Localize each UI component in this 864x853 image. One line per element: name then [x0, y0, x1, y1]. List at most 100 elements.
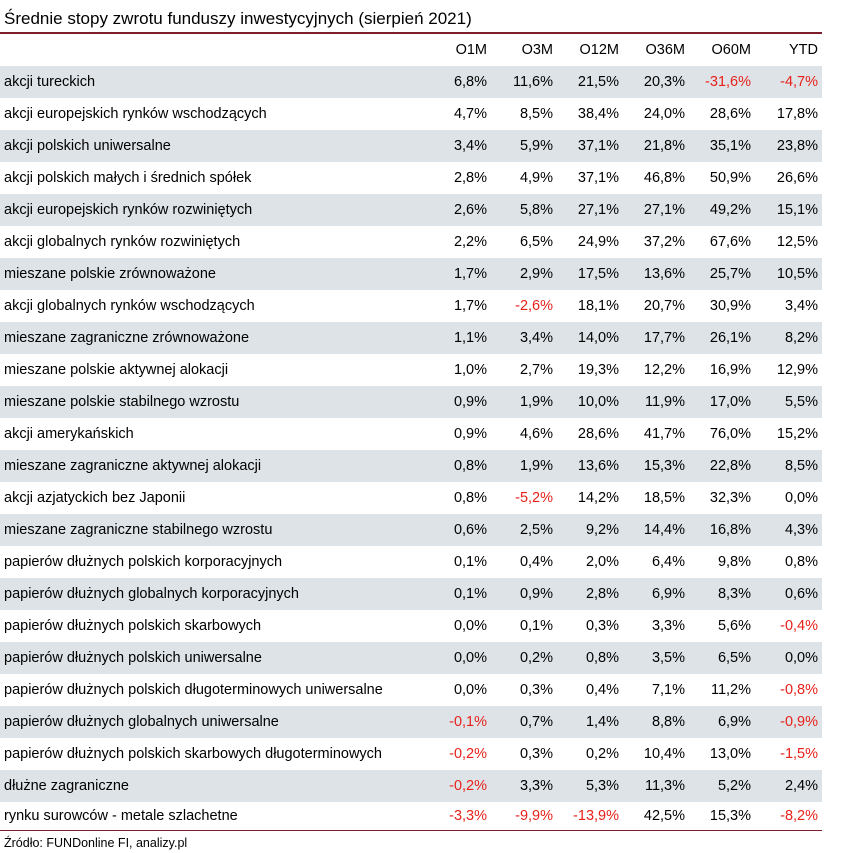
value-cell-o60m: 5,2%	[689, 770, 755, 802]
value-cell-o36m: 11,9%	[623, 386, 689, 418]
fund-category-name: papierów dłużnych polskich korporacyjnyc…	[4, 554, 283, 570]
value-cell-o60m: 11,2%	[710, 682, 751, 698]
value-cell-o3m: 0,1%	[519, 618, 553, 634]
table-row: papierów dłużnych polskich uniwersalne 0,…	[0, 642, 822, 674]
value-cell-o36m: 3,5%	[623, 642, 689, 674]
value-cell-o60m: 5,6%	[717, 618, 751, 634]
table-row: akcji globalnych rynków rozwiniętych 2,2%…	[0, 226, 822, 258]
source-note: Źródło: FUNDonline FI, analizy.pl	[4, 836, 188, 850]
value-cell-o12m: 0,2%	[585, 746, 619, 762]
value-cell-ytd: 4,3%	[755, 514, 822, 546]
value-cell-o1m: 1,0%	[453, 362, 487, 378]
table-row: mieszane zagraniczne zrównoważone 1,1% 3,4…	[0, 322, 822, 354]
value-cell-o60m: 13,0%	[709, 746, 751, 762]
value-cell-o3m: 0,3%	[519, 746, 553, 762]
value-cell-o12m: 10,0%	[557, 386, 623, 418]
value-cell-ytd: 0,6%	[755, 578, 822, 610]
value-cell-o3m: 5,9%	[491, 130, 557, 162]
value-cell-o1m: 0,6%	[425, 514, 491, 546]
value-cell-o12m: 19,3%	[577, 362, 619, 378]
value-cell-o12m: 14,2%	[577, 490, 619, 506]
value-cell-ytd: 8,2%	[755, 322, 822, 354]
fund-category-name: mieszane polskie aktywnej alokacji	[4, 362, 229, 378]
value-cell-o60m: 35,1%	[689, 130, 755, 162]
value-cell-o3m: 0,4%	[519, 554, 553, 570]
value-cell-o3m: 11,6%	[491, 66, 557, 98]
value-cell-o1m: 0,1%	[425, 578, 491, 610]
value-cell-o3m: 2,9%	[491, 258, 557, 290]
value-cell-o36m: 37,2%	[643, 234, 685, 250]
value-cell-ytd: 2,4%	[755, 770, 822, 802]
value-cell-o60m: 28,6%	[709, 106, 751, 122]
value-cell-o1m: 1,1%	[425, 322, 491, 354]
table-row: mieszane zagraniczne stabilnego wzrostu 0…	[0, 514, 822, 546]
value-cell-o12m: 28,6%	[577, 426, 619, 442]
value-cell-o60m: 17,0%	[689, 386, 755, 418]
table-row: akcji tureckich 6,8% 11,6% 21,5% 20,3% -31,6%…	[0, 66, 822, 98]
value-cell-ytd: -1,5%	[780, 746, 818, 762]
header-row: O1M O3M O12M O36M O60M YTD	[0, 34, 822, 66]
value-cell-o60m: 16,9%	[709, 362, 751, 378]
value-cell-o36m: 42,5%	[623, 802, 689, 831]
value-cell-o1m: 0,9%	[453, 426, 487, 442]
header-cell-o60m: O60M	[711, 42, 752, 58]
value-cell-o1m: 0,8%	[425, 450, 491, 482]
table-row: akcji globalnych rynków wschodzących 1,7%…	[0, 290, 822, 322]
value-cell-o12m: -13,9%	[557, 802, 623, 831]
header-cell-ytd: YTD	[789, 42, 818, 58]
value-cell-o36m: 41,7%	[643, 426, 685, 442]
value-cell-o3m: 2,7%	[519, 362, 553, 378]
value-cell-ytd: 15,1%	[755, 194, 822, 226]
value-cell-o12m: 0,8%	[557, 642, 623, 674]
value-cell-o36m: 18,5%	[643, 490, 685, 506]
value-cell-o1m: 1,7%	[453, 298, 487, 314]
fund-category-name: akcji europejskich rynków rozwiniętych	[0, 194, 425, 226]
value-cell-o3m: 0,7%	[491, 706, 557, 738]
value-cell-o12m: 0,4%	[585, 682, 619, 698]
value-cell-ytd: 3,4%	[784, 298, 818, 314]
fund-category-name: mieszane zagraniczne stabilnego wzrostu	[0, 514, 425, 546]
value-cell-o36m: 27,1%	[623, 194, 689, 226]
value-cell-o1m: 2,8%	[453, 170, 487, 186]
value-cell-o12m: 9,2%	[557, 514, 623, 546]
value-cell-o1m: -0,2%	[449, 746, 487, 762]
fund-category-name: mieszane zagraniczne aktywnej alokacji	[0, 450, 425, 482]
table-row: mieszane polskie aktywnej alokacji 1,0% 2,…	[0, 354, 822, 386]
value-cell-o12m: 37,1%	[557, 130, 623, 162]
fund-category-name: akcji amerykańskich	[4, 426, 134, 442]
value-cell-ytd: 12,9%	[776, 362, 818, 378]
table-row: dłużne zagraniczne -0,2% 3,3% 5,3% 11,3% 5,2%…	[0, 770, 822, 802]
value-cell-o36m: 10,4%	[643, 746, 685, 762]
value-cell-o1m: 2,2%	[453, 234, 487, 250]
fund-category-name: mieszane polskie zrównoważone	[0, 258, 425, 290]
value-cell-ytd: -0,9%	[755, 706, 822, 738]
value-cell-o3m: -5,2%	[515, 490, 553, 506]
value-cell-o1m: -0,2%	[425, 770, 491, 802]
value-cell-o36m: 15,3%	[623, 450, 689, 482]
fund-returns-table: O1M O3M O12M O36M O60M YTD akcji turecki…	[0, 34, 822, 831]
value-cell-o3m: 1,9%	[491, 386, 557, 418]
value-cell-o36m: 14,4%	[623, 514, 689, 546]
table-row: papierów dłużnych globalnych uniwersalne…	[0, 706, 822, 738]
value-cell-o3m: 3,4%	[491, 322, 557, 354]
value-cell-ytd: 26,6%	[776, 170, 818, 186]
value-cell-o60m: 26,1%	[689, 322, 755, 354]
value-cell-o60m: 22,8%	[689, 450, 755, 482]
fund-category-name: papierów dłużnych globalnych uniwersalne	[0, 706, 425, 738]
value-cell-o1m: -0,1%	[425, 706, 491, 738]
fund-category-name: mieszane polskie stabilnego wzrostu	[0, 386, 425, 418]
value-cell-o60m: 67,6%	[709, 234, 751, 250]
fund-category-name: papierów dłużnych polskich skarbowych	[4, 618, 262, 634]
fund-category-name: akcji polskich uniwersalne	[0, 130, 425, 162]
value-cell-o60m: 76,0%	[709, 426, 751, 442]
value-cell-o12m: 24,9%	[577, 234, 619, 250]
value-cell-o12m: 13,6%	[557, 450, 623, 482]
value-cell-o60m: 15,3%	[689, 802, 755, 831]
value-cell-o36m: 11,3%	[623, 770, 689, 802]
value-cell-o1m: 0,0%	[453, 682, 487, 698]
value-cell-ytd: 12,5%	[776, 234, 818, 250]
value-cell-o3m: 4,9%	[519, 170, 553, 186]
value-cell-o1m: 4,7%	[453, 106, 487, 122]
value-cell-o36m: 46,8%	[643, 170, 685, 186]
